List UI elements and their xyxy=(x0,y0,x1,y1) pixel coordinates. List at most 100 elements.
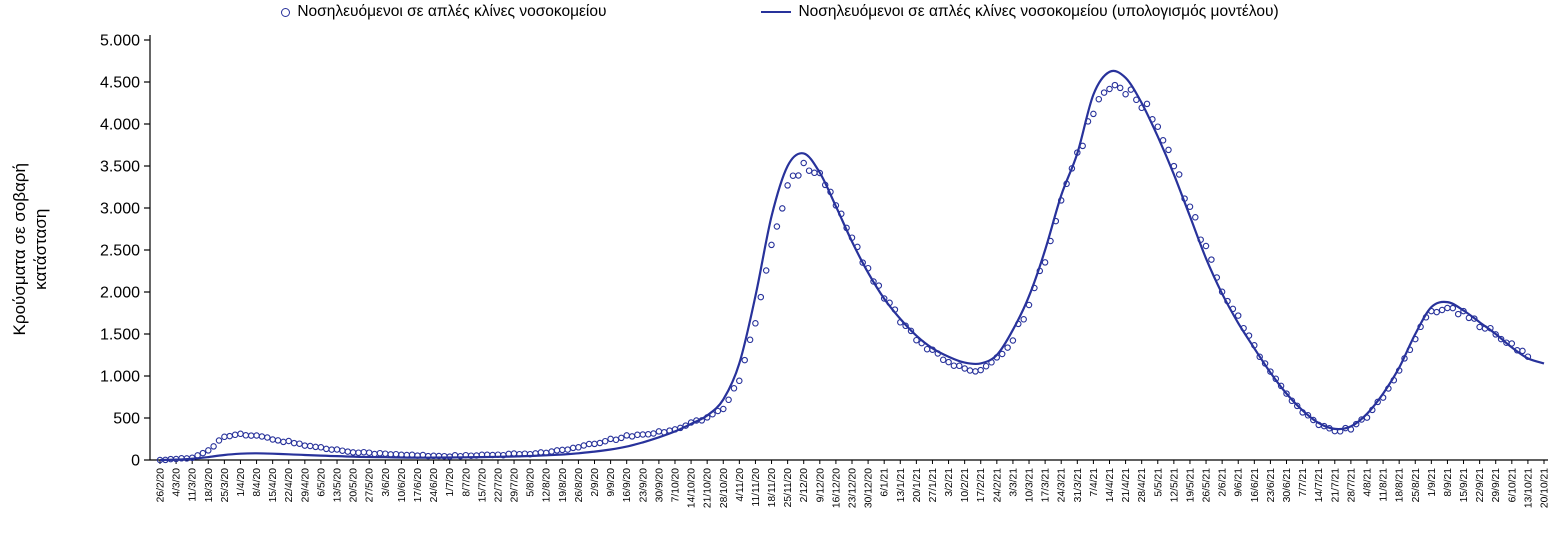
x-tick-label: 1/4/20 xyxy=(236,468,247,497)
observed-point xyxy=(1041,259,1049,266)
observed-point xyxy=(1106,85,1113,93)
x-tick-label: 2/9/20 xyxy=(590,468,601,497)
observed-point xyxy=(1229,305,1237,313)
observed-point xyxy=(725,396,732,404)
observed-point xyxy=(897,319,904,326)
observed-point xyxy=(548,448,555,455)
observed-point xyxy=(231,431,239,439)
observed-point xyxy=(923,345,931,353)
observed-point xyxy=(226,432,233,440)
y-tick-label: 4.500 xyxy=(100,75,140,92)
x-tick-label: 29/9/21 xyxy=(1491,468,1502,503)
observed-point xyxy=(703,414,711,421)
observed-point xyxy=(1143,100,1151,108)
observed-point xyxy=(1025,301,1033,309)
x-tick-label: 28/10/20 xyxy=(719,468,730,508)
observed-point xyxy=(1508,340,1516,347)
x-tick-label: 12/5/21 xyxy=(1169,468,1180,503)
x-tick-label: 1/7/20 xyxy=(445,468,456,497)
observed-point xyxy=(1004,344,1011,351)
observed-point xyxy=(1063,180,1070,188)
observed-point xyxy=(1154,123,1162,130)
x-tick-label: 23/6/21 xyxy=(1266,468,1277,503)
observed-point xyxy=(1261,360,1269,367)
observed-point xyxy=(714,407,722,415)
open-circle-marker-icon xyxy=(281,7,291,17)
observed-point xyxy=(1079,142,1086,150)
observed-point xyxy=(1192,214,1199,221)
observed-point xyxy=(982,362,990,370)
observed-point xyxy=(1385,385,1392,392)
observed-point xyxy=(956,362,963,370)
x-tick-label: 23/12/20 xyxy=(848,468,859,508)
observed-point xyxy=(1165,146,1172,154)
observed-point xyxy=(1444,304,1451,312)
x-tick-label: 21/7/21 xyxy=(1330,468,1341,503)
observed-point xyxy=(752,320,759,327)
observed-point xyxy=(194,452,201,459)
observed-point xyxy=(376,449,384,457)
observed-point xyxy=(1116,84,1124,92)
observed-point xyxy=(1052,217,1060,225)
observed-point xyxy=(848,234,856,241)
observed-point xyxy=(1133,96,1140,104)
observed-point xyxy=(1138,104,1145,112)
observed-point xyxy=(1465,314,1473,322)
observed-point xyxy=(1492,331,1499,338)
observed-point xyxy=(1336,428,1344,435)
observed-point xyxy=(660,429,668,436)
x-tick-label: 22/7/20 xyxy=(493,468,504,503)
observed-point xyxy=(1251,342,1258,349)
observed-point xyxy=(972,368,979,375)
observed-point xyxy=(1310,416,1317,424)
x-tick-label: 21/4/21 xyxy=(1121,468,1132,503)
observed-point xyxy=(741,356,748,364)
observed-point xyxy=(1417,323,1424,331)
x-tick-label: 5/8/20 xyxy=(526,468,537,497)
observed-point xyxy=(816,169,824,177)
y-tick-label: 2.500 xyxy=(100,243,140,260)
x-tick-label: 4/3/20 xyxy=(172,468,183,497)
observed-point xyxy=(1057,197,1065,204)
observed-point xyxy=(939,356,947,364)
observed-point xyxy=(1395,367,1403,374)
x-tick-label: 17/2/21 xyxy=(976,468,987,503)
observed-point xyxy=(1170,162,1178,170)
observed-point xyxy=(1020,316,1027,323)
x-tick-label: 10/6/20 xyxy=(397,468,408,503)
observed-point xyxy=(650,430,657,437)
observed-point xyxy=(392,450,400,458)
x-tick-label: 18/3/20 xyxy=(204,468,215,503)
observed-point xyxy=(1460,307,1467,315)
x-tick-label: 22/9/21 xyxy=(1475,468,1486,503)
observed-point xyxy=(365,449,373,456)
observed-point xyxy=(564,446,571,453)
observed-point xyxy=(360,448,368,456)
observed-scatter-series xyxy=(156,81,1532,464)
observed-point xyxy=(328,446,335,453)
observed-point xyxy=(333,446,341,453)
x-tick-label: 17/3/21 xyxy=(1041,468,1052,503)
observed-point xyxy=(585,440,593,448)
observed-point xyxy=(344,448,352,455)
observed-point xyxy=(312,443,319,451)
observed-point xyxy=(886,299,893,307)
observed-point xyxy=(1068,165,1076,172)
observed-point xyxy=(1036,267,1044,275)
observed-point xyxy=(698,417,706,424)
observed-point xyxy=(1487,324,1494,332)
x-tick-label: 27/1/21 xyxy=(928,468,939,503)
observed-point xyxy=(1471,315,1478,322)
observed-point xyxy=(795,172,802,179)
observed-point xyxy=(1304,412,1312,419)
observed-point xyxy=(215,437,223,444)
observed-point xyxy=(644,431,652,438)
x-tick-label: 3/3/21 xyxy=(1008,468,1019,497)
observed-point xyxy=(1422,314,1430,321)
observed-point xyxy=(1401,355,1408,362)
x-tick-label: 14/10/20 xyxy=(687,468,698,508)
observed-point xyxy=(253,432,260,439)
y-tick-label: 1.500 xyxy=(100,327,140,344)
observed-point xyxy=(1149,116,1156,123)
